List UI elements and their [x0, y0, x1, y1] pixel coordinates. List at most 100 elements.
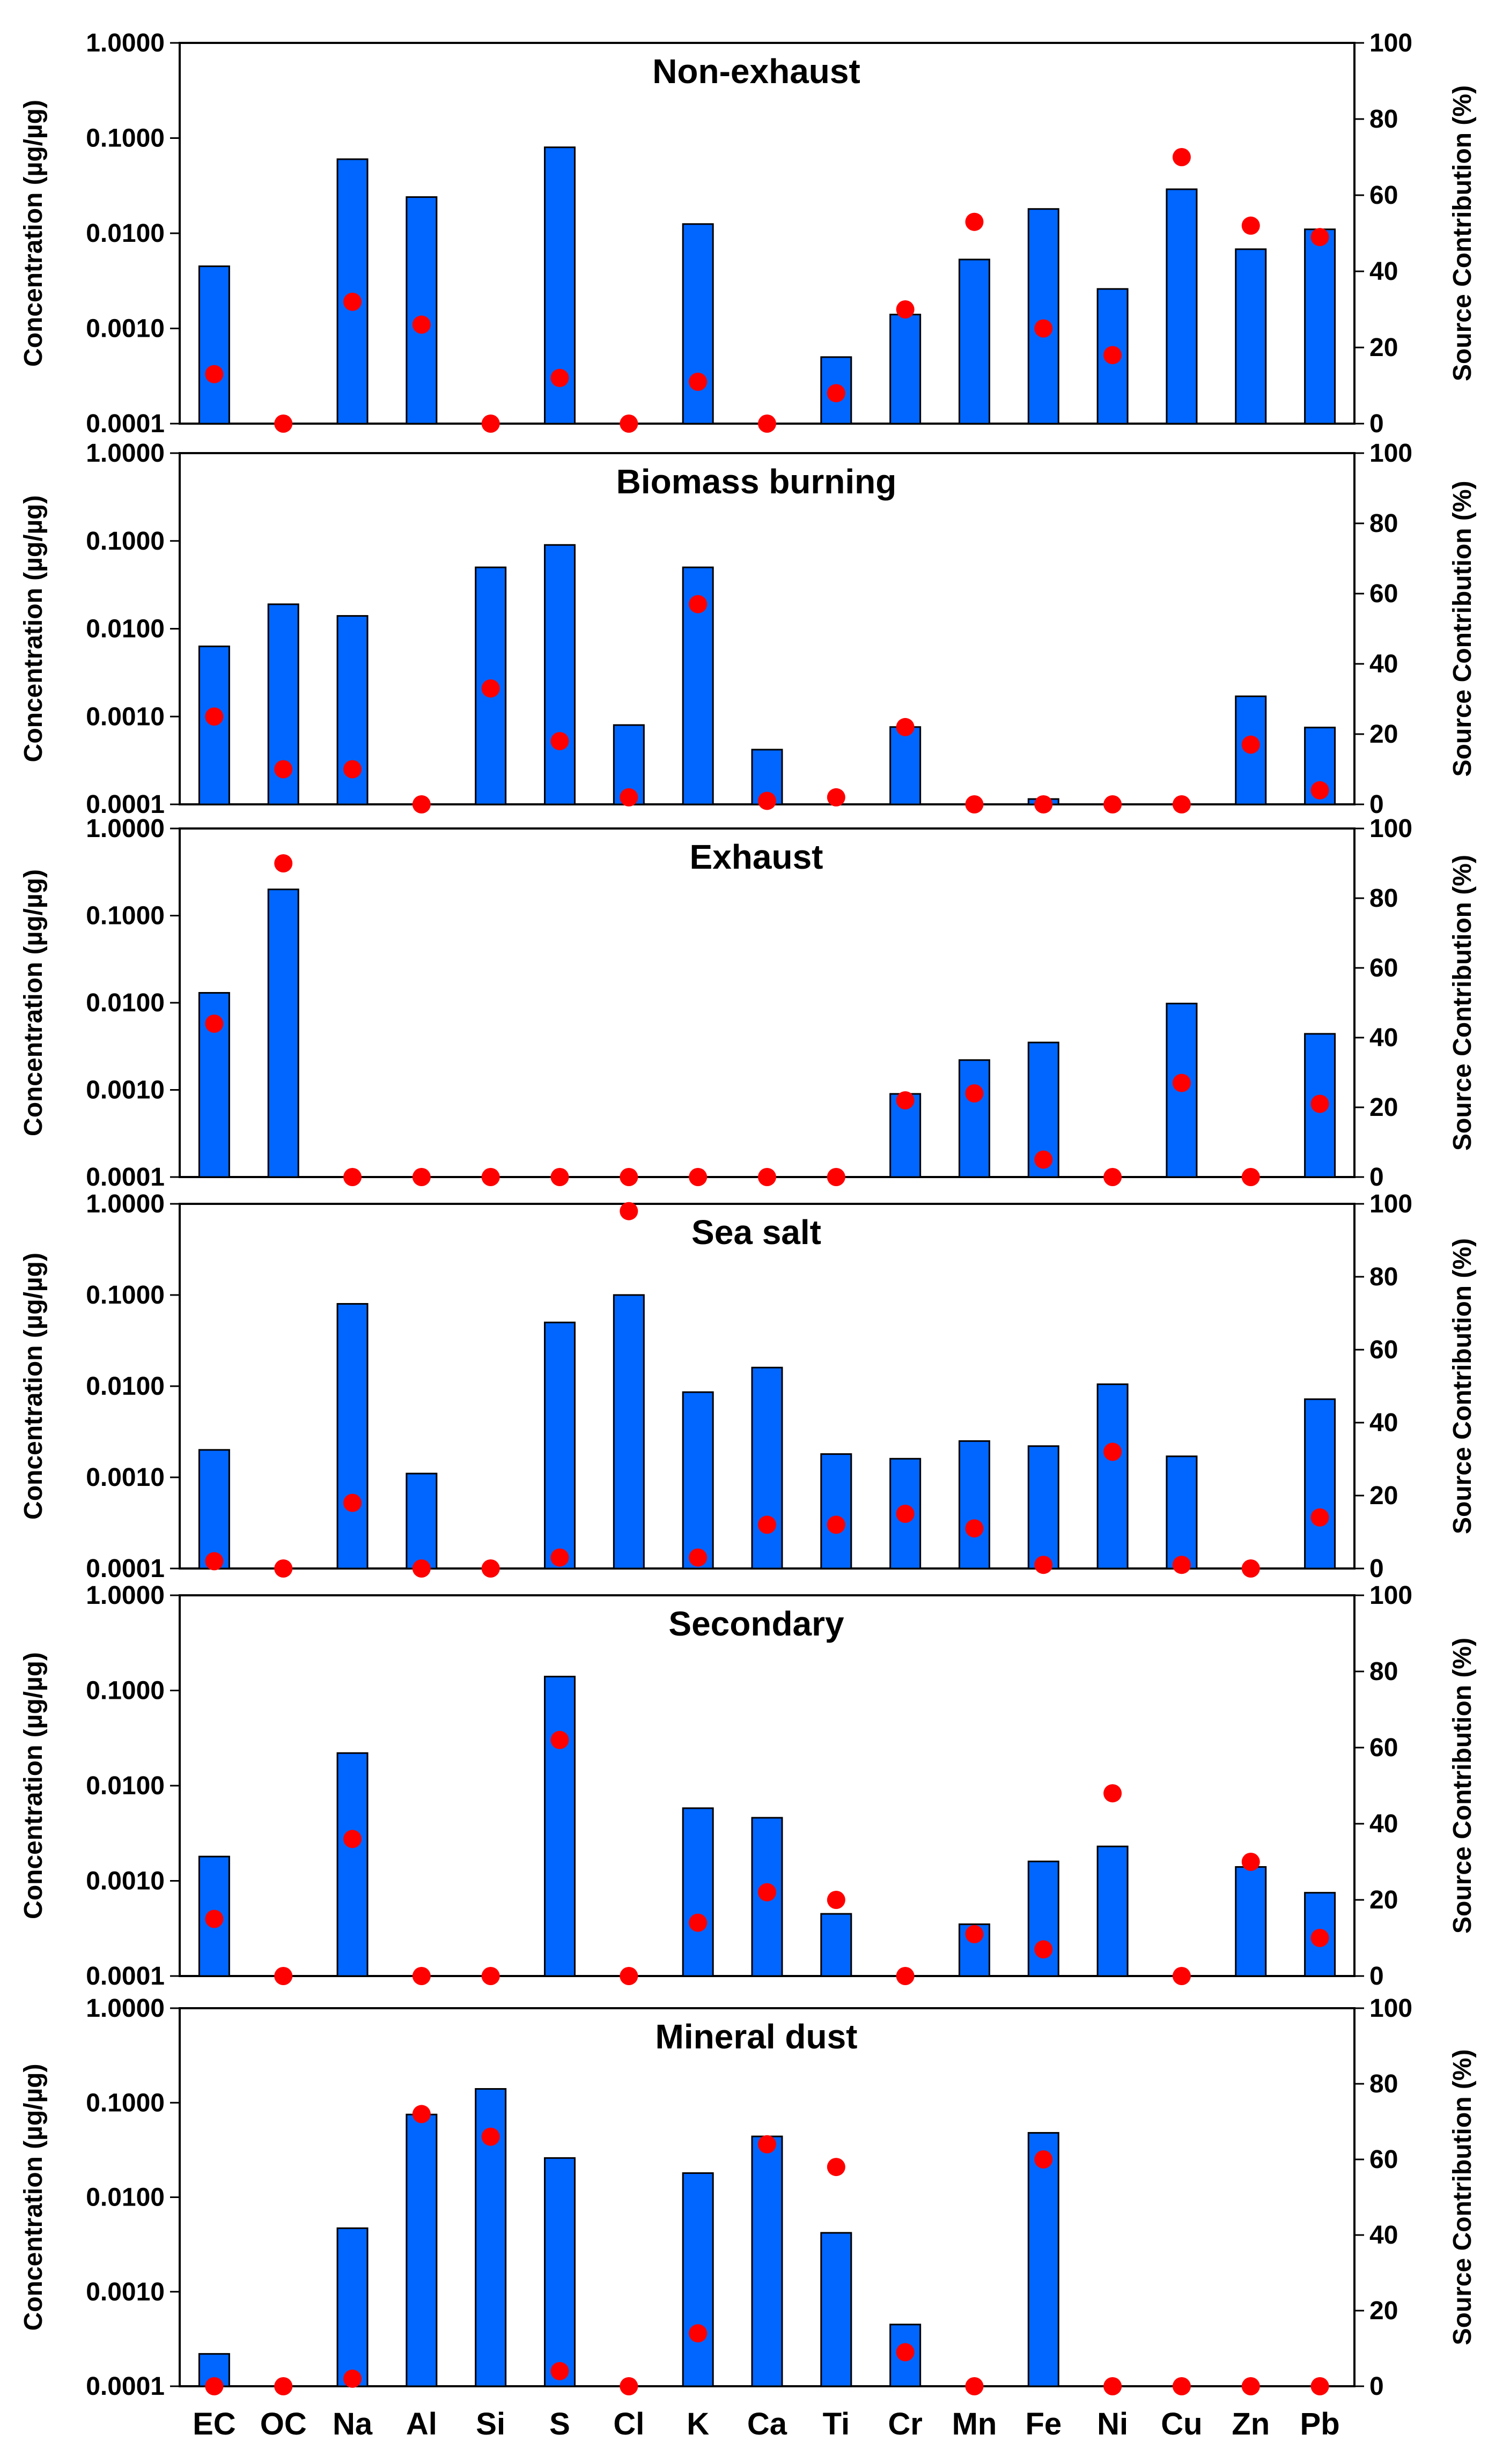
panel-title: Mineral dust — [655, 2017, 858, 2056]
left-axis-label: Concentration (µg/µg) — [19, 495, 48, 763]
bar-mn — [958, 1440, 990, 1570]
left-tick-label: 0.1000 — [86, 1677, 165, 1705]
right-tick-label: 40 — [1369, 1024, 1398, 1052]
dot-ec — [205, 1015, 224, 1033]
dot-mn — [965, 795, 984, 813]
category-label-k: K — [687, 2407, 709, 2441]
category-label-fe: Fe — [1025, 2407, 1062, 2441]
left-tick-label: 0.0001 — [86, 2372, 165, 2401]
dot-k — [689, 1168, 708, 1186]
dot-oc — [274, 760, 293, 779]
right-axis-label: Source Contribution (%) — [1448, 855, 1477, 1151]
left-tick-label: 0.0010 — [86, 2278, 165, 2306]
dot-al — [412, 2105, 431, 2123]
left-tick-label: 0.0001 — [86, 1555, 165, 1583]
dot-cr — [896, 2343, 915, 2362]
dot-k — [689, 372, 708, 391]
bar-s — [544, 1676, 576, 1977]
bar-s — [544, 544, 576, 805]
dot-cl — [620, 1202, 638, 1220]
right-tick-label: 100 — [1369, 439, 1412, 468]
dot-cu — [1172, 1967, 1191, 1985]
category-label-cl: Cl — [613, 2407, 644, 2441]
right-tick-label: 0 — [1369, 2372, 1384, 2401]
right-tick-label: 0 — [1369, 790, 1384, 819]
bar-k — [682, 1391, 714, 1570]
bar-fe — [1027, 1860, 1059, 1977]
left-tick-label: 0.1000 — [86, 527, 165, 556]
right-tick-label: 40 — [1369, 1810, 1398, 1838]
dot-ti — [827, 2158, 845, 2177]
dot-pb — [1310, 1929, 1329, 1947]
dot-cl — [620, 2377, 638, 2395]
dot-ec — [205, 707, 224, 726]
dot-na — [343, 292, 362, 311]
category-label-na: Na — [333, 2407, 373, 2441]
bar-ni — [1096, 1845, 1129, 1977]
bar-na — [336, 1752, 369, 1977]
dot-fe — [1034, 1556, 1053, 1574]
dot-zn — [1241, 735, 1260, 754]
left-tick-label: 0.0100 — [86, 1372, 165, 1401]
bar-cu — [1166, 1002, 1198, 1178]
dot-na — [343, 1168, 362, 1186]
category-label-ec: EC — [193, 2407, 236, 2441]
dot-fe — [1034, 319, 1053, 338]
dot-pb — [1310, 2377, 1329, 2395]
dot-cl — [620, 1168, 638, 1186]
bar-fe — [1027, 1445, 1059, 1570]
left-axis-label: Concentration (µg/µg) — [19, 100, 48, 367]
dot-ec — [205, 1552, 224, 1571]
dot-si — [481, 1559, 500, 1578]
bar-mn — [958, 258, 990, 425]
panel-title: Secondary — [668, 1604, 844, 1643]
right-tick-label: 0 — [1369, 410, 1384, 438]
bar-al — [406, 2113, 438, 2387]
dot-oc — [274, 1559, 293, 1578]
dot-ca — [758, 1168, 776, 1186]
bar-cl — [613, 1294, 645, 1570]
left-tick-label: 1.0000 — [86, 1994, 165, 2023]
bar-cr — [889, 314, 922, 425]
right-tick-label: 80 — [1369, 1658, 1398, 1686]
bar-cu — [1166, 188, 1198, 425]
left-tick-label: 0.0001 — [86, 410, 165, 438]
panel-title: Biomass burning — [616, 462, 897, 501]
dot-mn — [965, 1084, 984, 1102]
category-label-si: Si — [476, 2407, 505, 2441]
dot-oc — [274, 415, 293, 433]
dot-zn — [1241, 216, 1260, 235]
left-tick-label: 1.0000 — [86, 29, 165, 57]
right-tick-label: 60 — [1369, 954, 1398, 982]
dot-zn — [1241, 1853, 1260, 1871]
category-label-mn: Mn — [952, 2407, 997, 2441]
dot-cr — [896, 1091, 915, 1109]
right-tick-label: 100 — [1369, 815, 1412, 843]
left-tick-label: 0.1000 — [86, 2089, 165, 2117]
dot-si — [481, 1967, 500, 1985]
right-tick-label: 60 — [1369, 181, 1398, 210]
right-axis-label: Source Contribution (%) — [1448, 481, 1477, 777]
category-label-ca: Ca — [747, 2407, 787, 2441]
right-tick-label: 100 — [1369, 1994, 1412, 2023]
right-tick-label: 100 — [1369, 1190, 1412, 1218]
dot-fe — [1034, 795, 1053, 813]
right-tick-label: 100 — [1369, 1581, 1412, 1610]
panel-title: Sea salt — [691, 1213, 821, 1252]
bar-zn — [1235, 1866, 1267, 1977]
bar-k — [682, 2172, 714, 2387]
left-tick-label: 1.0000 — [86, 1190, 165, 1218]
bar-s — [544, 146, 576, 425]
dot-ni — [1103, 1442, 1122, 1461]
bar-ni — [1096, 1383, 1129, 1570]
dot-ca — [758, 2135, 776, 2154]
dot-cr — [896, 1505, 915, 1523]
category-label-ni: Ni — [1097, 2407, 1128, 2441]
left-tick-label: 1.0000 — [86, 1581, 165, 1610]
dot-oc — [274, 2377, 293, 2395]
right-tick-label: 60 — [1369, 2145, 1398, 2174]
right-tick-label: 0 — [1369, 1163, 1384, 1192]
dot-cu — [1172, 795, 1191, 813]
dot-si — [481, 2127, 500, 2146]
bar-ti — [820, 2232, 852, 2387]
